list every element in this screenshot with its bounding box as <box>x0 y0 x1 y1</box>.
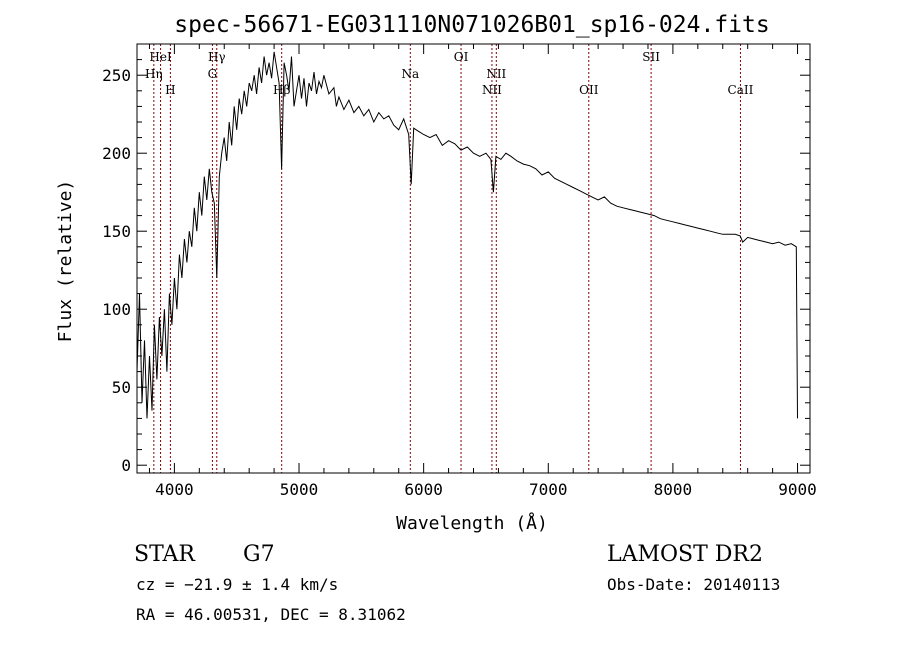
coordinates: RA = 46.00531, DEC = 8.31062 <box>136 605 406 624</box>
marker-label: HeI <box>149 50 172 64</box>
y-tick-label: 150 <box>102 222 131 241</box>
y-tick-label: 250 <box>102 66 131 85</box>
marker-label: Hγ <box>208 50 226 64</box>
marker-label: OII <box>579 83 599 97</box>
x-axis-ticks: 4000 5000 6000 7000 8000 9000 <box>148 44 817 499</box>
chart-title: spec-56671-EG031110N071026B01_sp16-024.f… <box>174 12 769 38</box>
marker-label: Hη <box>145 67 163 81</box>
y-tick-label: 100 <box>102 300 131 319</box>
x-tick-label: 8000 <box>654 480 693 499</box>
redshift-velocity: cz = −21.9 ± 1.4 km/s <box>136 575 338 594</box>
marker-label: OI <box>454 50 469 64</box>
x-tick-label: 9000 <box>778 480 817 499</box>
object-subclass: G7 <box>243 542 275 567</box>
marker-label: CaII <box>728 83 754 97</box>
observation-date: Obs-Date: 20140113 <box>607 575 780 594</box>
marker-label: Na <box>401 67 419 81</box>
y-tick-label: 50 <box>112 378 131 397</box>
survey-name: LAMOST DR2 <box>607 542 763 567</box>
marker-label: NII <box>486 67 506 81</box>
y-axis-label: Flux (relative) <box>55 180 76 343</box>
x-tick-label: 6000 <box>404 480 443 499</box>
x-axis-label: Wavelength (Å) <box>396 512 548 534</box>
marker-label: NII <box>482 83 502 97</box>
y-tick-label: 0 <box>121 456 131 475</box>
emission-line-markers: HeI HηH Hγ G Hβ Na OI NII NII OII SII CaII <box>145 44 754 473</box>
y-tick-label: 200 <box>102 144 131 163</box>
x-tick-label: 5000 <box>280 480 319 499</box>
x-tick-label: 7000 <box>529 480 568 499</box>
object-class: STAR <box>134 542 196 567</box>
y-axis-ticks: 0 50 100 150 200 250 <box>102 59 810 475</box>
marker-label: G <box>208 67 218 81</box>
marker-label: Hβ <box>273 83 290 97</box>
marker-label: SII <box>642 50 660 64</box>
x-tick-label: 4000 <box>155 480 194 499</box>
marker-label: H <box>165 83 175 97</box>
spectrum-line <box>136 51 798 419</box>
